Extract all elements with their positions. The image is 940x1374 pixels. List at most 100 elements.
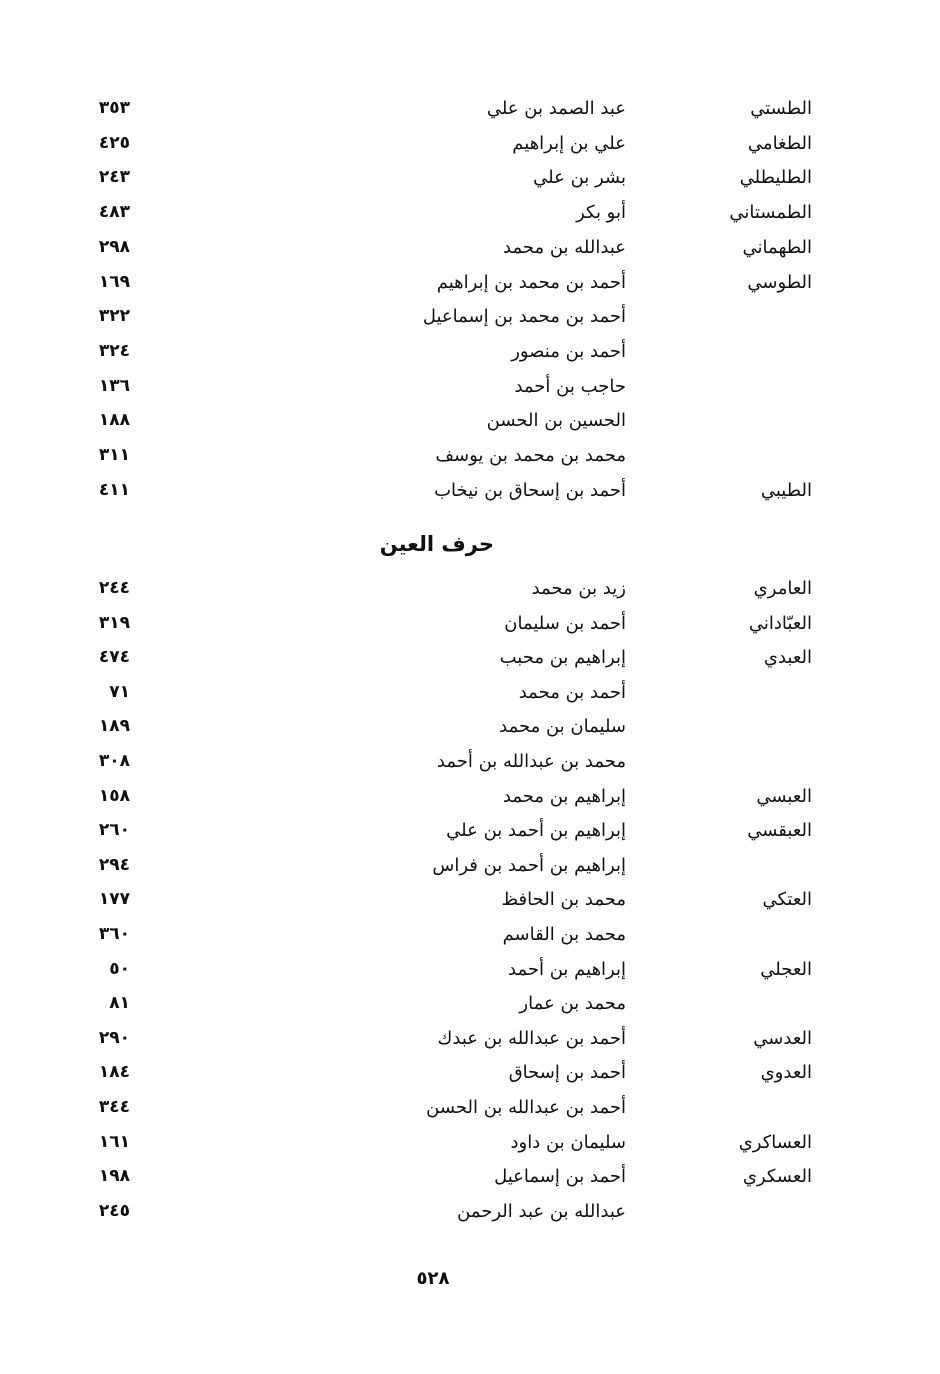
person-name: سليمان بن محمد <box>499 716 626 738</box>
nisba: العسكري <box>742 1166 812 1188</box>
nisba: الطيبي <box>760 479 812 501</box>
person-name: أحمد بن عبدالله بن عبدك <box>437 1027 626 1049</box>
index-entry: محمد بن عمار ٨١ <box>0 993 940 1027</box>
page-reference: ٤٨٣ <box>98 202 130 223</box>
person-name: أحمد بن سليمان <box>504 612 626 634</box>
nisba: الطغامي <box>747 132 812 154</box>
page-reference: ٣١١ <box>98 445 130 465</box>
person-name: محمد بن القاسم <box>502 924 626 945</box>
index-entry: سليمان بن محمد ١٨٩ <box>0 716 940 750</box>
person-name: بشر بن علي <box>533 167 626 189</box>
nisba: الطهماني <box>742 236 812 258</box>
person-name: إبراهيم بن أحمد <box>508 958 626 980</box>
person-name: أحمد بن إسماعيل <box>494 1166 626 1188</box>
page-reference: ٢٤٣ <box>98 167 130 188</box>
person-name: إبراهيم بن أحمد بن فراس <box>432 854 626 876</box>
person-name: عبدالله بن محمد <box>503 236 626 258</box>
index-entry: عبدالله بن عبد الرحمن ٢٤٥ <box>0 1201 940 1235</box>
nisba: الطستي <box>750 98 812 119</box>
index-entry: العامري زيد بن محمد ٢٤٤ <box>0 578 940 612</box>
person-name: أحمد بن عبدالله بن الحسن <box>426 1097 626 1118</box>
nisba: العدوي <box>760 1062 812 1084</box>
person-name: محمد بن الحافظ <box>501 889 626 911</box>
nisba: العتكي <box>762 889 812 911</box>
index-entry: العدوي أحمد بن إسحاق ١٨٤ <box>0 1062 940 1096</box>
index-entry: محمد بن عبدالله بن أحمد ٣٠٨ <box>0 751 940 785</box>
index-entry: العسكري أحمد بن إسماعيل ١٩٨ <box>0 1166 940 1200</box>
page-reference: ١٨٤ <box>98 1062 130 1083</box>
person-name: إبراهيم بن محمد <box>502 785 626 807</box>
index-entry: الطليطلي بشر بن علي ٢٤٣ <box>0 167 940 201</box>
nisba: العجلي <box>760 958 812 980</box>
index-entry: أحمد بن محمد ٧١ <box>0 682 940 716</box>
person-name: أبو بكر <box>576 202 626 224</box>
page-reference: ٤٧٤ <box>98 647 130 668</box>
nisba: العبدي <box>763 647 812 669</box>
index-entry: العجلي إبراهيم بن أحمد ٥٠ <box>0 959 940 993</box>
page-reference: ٣٠٨ <box>98 751 130 771</box>
nisba: العبسي <box>756 785 812 807</box>
person-name: أحمد بن منصور <box>511 340 626 362</box>
nisba: العساكري <box>738 1131 812 1153</box>
person-name: أحمد بن إسحاق <box>508 1062 626 1084</box>
section-heading: حرف العين <box>379 532 494 556</box>
page-reference: ٥٠ <box>109 958 130 979</box>
person-name: محمد بن عمار <box>519 993 626 1015</box>
index-entry: أحمد بن محمد بن إسماعيل ٣٢٢ <box>0 306 940 340</box>
page-reference: ٢٩٤ <box>98 854 130 875</box>
person-name: أحمد بن محمد بن إبراهيم <box>436 271 626 293</box>
page-number: ٥٢٨ <box>416 1268 450 1289</box>
page-reference: ١٥٨ <box>98 785 130 806</box>
page-reference: ١٣٦ <box>98 375 130 396</box>
page-reference: ٣٢٢ <box>98 306 130 327</box>
index-entry: العبّاداني أحمد بن سليمان ٣١٩ <box>0 613 940 647</box>
index-entry: الطمستاني أبو بكر ٤٨٣ <box>0 202 940 236</box>
page-reference: ٣١٩ <box>98 612 130 633</box>
nisba: الطوسي <box>747 271 812 293</box>
page-reference: ١٩٨ <box>98 1166 130 1187</box>
index-entry: إبراهيم بن أحمد بن فراس ٢٩٤ <box>0 855 940 889</box>
page-reference: ٣٥٣ <box>98 98 130 118</box>
page-reference: ٤٢٥ <box>98 132 130 153</box>
page-reference: ٢٩٠ <box>98 1027 130 1048</box>
person-name: سليمان بن داود <box>510 1131 626 1153</box>
person-name: أحمد بن محمد بن إسماعيل <box>422 306 626 328</box>
index-entry: الطستي عبد الصمد بن علي ٣٥٣ <box>0 98 940 132</box>
index-entry: الحسين بن الحسن ١٨٨ <box>0 410 940 444</box>
index-entry: العبسي إبراهيم بن محمد ١٥٨ <box>0 786 940 820</box>
nisba: العبّاداني <box>748 612 812 634</box>
person-name: إبراهيم بن محبب <box>499 647 626 669</box>
person-name: الحسين بن الحسن <box>486 410 626 432</box>
index-entry: أحمد بن عبدالله بن الحسن ٣٤٤ <box>0 1097 940 1131</box>
page-reference: ٢٤٤ <box>98 578 130 598</box>
index-entry: الطيبي أحمد بن إسحاق بن نيخاب ٤١١ <box>0 480 940 514</box>
person-name: حاجب بن أحمد <box>514 375 626 397</box>
page-reference: ٣٦٠ <box>98 924 130 944</box>
index-entry: العبدي إبراهيم بن محبب ٤٧٤ <box>0 647 940 681</box>
page-reference: ٢٩٨ <box>98 236 130 257</box>
person-name: عبدالله بن عبد الرحمن <box>457 1200 626 1222</box>
page-reference: ١٨٩ <box>98 716 130 737</box>
page-reference: ٧١ <box>109 681 130 702</box>
page-reference: ٣٤٤ <box>98 1097 130 1117</box>
page-reference: ٢٦٠ <box>98 820 130 841</box>
page-reference: ٤١١ <box>98 479 130 500</box>
nisba: الطمستاني <box>729 202 812 224</box>
person-name: محمد بن محمد بن يوسف <box>435 445 626 466</box>
index-entry: الطوسي أحمد بن محمد بن إبراهيم ١٦٩ <box>0 272 940 306</box>
person-name: إبراهيم بن أحمد بن علي <box>446 820 626 842</box>
page-reference: ٣٢٤ <box>98 340 130 361</box>
person-name: أحمد بن إسحاق بن نيخاب <box>434 479 626 501</box>
nisba: الطليطلي <box>739 167 812 189</box>
index-entry: العدسي أحمد بن عبدالله بن عبدك ٢٩٠ <box>0 1028 940 1062</box>
index-entry: محمد بن القاسم ٣٦٠ <box>0 924 940 958</box>
index-entry: أحمد بن منصور ٣٢٤ <box>0 341 940 375</box>
index-entry: العتكي محمد بن الحافظ ١٧٧ <box>0 889 940 923</box>
index-entry: العساكري سليمان بن داود ١٦١ <box>0 1132 940 1166</box>
nisba: العامري <box>753 578 812 599</box>
person-name: أحمد بن محمد <box>518 681 626 703</box>
page-reference: ١٧٧ <box>98 889 130 910</box>
page-reference: ١٦٩ <box>98 271 130 292</box>
page-reference: ٢٤٥ <box>98 1200 130 1221</box>
page-reference: ١٦١ <box>98 1131 130 1152</box>
